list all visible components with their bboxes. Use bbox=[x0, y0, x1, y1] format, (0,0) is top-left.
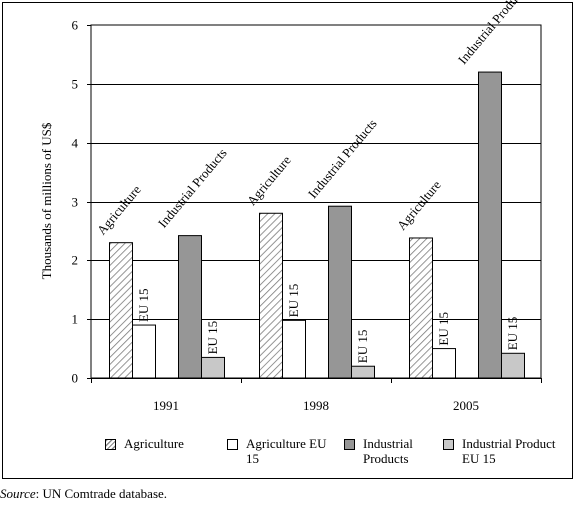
bar bbox=[501, 352, 525, 379]
bar-label: EU 15 bbox=[205, 321, 220, 355]
bar bbox=[351, 365, 375, 379]
y-tick-label: 3 bbox=[72, 195, 79, 210]
y-tick-label: 5 bbox=[72, 77, 79, 92]
chart-frame bbox=[2, 2, 573, 479]
legend-swatch-industrial-product-eu15 bbox=[443, 439, 454, 450]
bar bbox=[328, 205, 352, 379]
legend-label: Industrial Products bbox=[363, 436, 413, 466]
bar-label: EU 15 bbox=[286, 284, 301, 318]
bar-label: EU 15 bbox=[505, 317, 520, 351]
legend-industrial-products: Industrial Products bbox=[344, 436, 433, 466]
x-tick-label: 1991 bbox=[153, 398, 179, 413]
bar bbox=[178, 235, 202, 379]
bar bbox=[282, 319, 306, 379]
bar bbox=[409, 237, 433, 379]
y-tick-label: 2 bbox=[72, 253, 79, 268]
y-tick-label: 1 bbox=[72, 312, 79, 327]
bar bbox=[201, 356, 225, 379]
bar-label: EU 15 bbox=[436, 312, 451, 346]
y-tick-label: 4 bbox=[72, 136, 79, 151]
y-axis-title: Thousands of millions of US$ bbox=[39, 122, 54, 279]
legend-label: Industrial Product EU 15 bbox=[462, 436, 556, 466]
source-prefix: Source bbox=[0, 486, 36, 501]
legend-label: Agriculture EU 15 bbox=[246, 436, 327, 466]
y-tick-label: 6 bbox=[72, 18, 79, 33]
bar bbox=[478, 71, 502, 379]
legend-industrial-product-eu15: Industrial Product EU 15 bbox=[443, 436, 562, 466]
bar bbox=[432, 348, 456, 379]
x-tick-label: 2005 bbox=[453, 398, 479, 413]
legend-swatch-agriculture bbox=[105, 439, 116, 450]
source-text: : UN Comtrade database. bbox=[35, 486, 168, 501]
legend-agriculture-eu15: Agriculture EU 15 bbox=[227, 436, 328, 466]
legend-swatch-industrial-products bbox=[344, 439, 355, 450]
legend-agriculture: Agriculture bbox=[105, 436, 214, 451]
bar bbox=[259, 212, 283, 379]
bar bbox=[132, 324, 156, 379]
legend-label: Agriculture bbox=[124, 436, 184, 451]
source-note: Source: UN Comtrade database. bbox=[0, 486, 167, 502]
bar-label: EU 15 bbox=[355, 330, 370, 364]
plot-area bbox=[90, 24, 542, 379]
bar-label: EU 15 bbox=[136, 288, 151, 322]
legend-swatch-agriculture-eu15 bbox=[227, 439, 238, 450]
y-tick-label: 0 bbox=[72, 371, 79, 386]
x-tick-label: 1998 bbox=[303, 398, 329, 413]
bar bbox=[109, 242, 133, 379]
